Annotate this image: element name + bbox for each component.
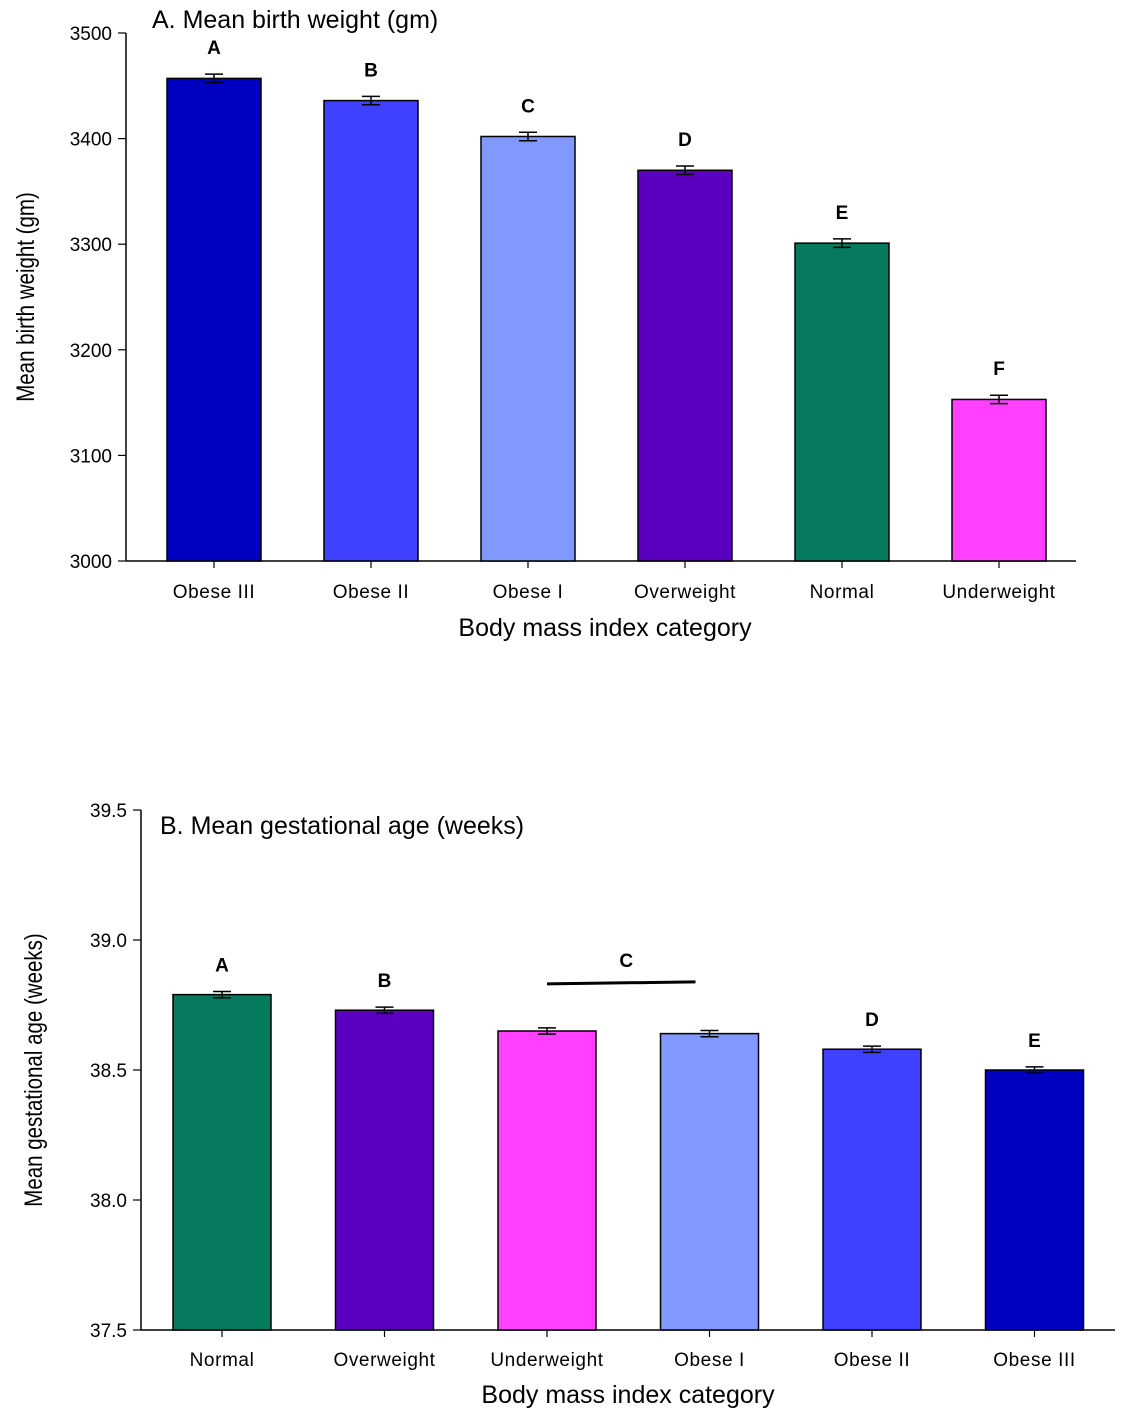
group-bracket	[546, 980, 696, 986]
bar	[172, 993, 272, 1331]
chart-title: A. Mean birth weight (gm)	[152, 6, 438, 34]
plot-area: 3000 3100 3200 3300 3400 3500 Obese III A Obese …	[70, 24, 1076, 603]
bar	[822, 1048, 922, 1331]
x-tick-label: Obese I	[674, 1350, 745, 1371]
bar	[951, 398, 1047, 562]
bar	[637, 169, 733, 562]
bar	[659, 1032, 760, 1331]
y-tick-label: 37.5	[90, 1321, 127, 1342]
y-tick-label: 3500	[70, 24, 112, 45]
bar	[334, 1009, 435, 1331]
significance-letter: B	[364, 60, 378, 81]
chart-gestational-age: B. Mean gestational age (weeks) Mean ges…	[19, 801, 1115, 1409]
y-axis-label: Mean gestational age (weeks)	[19, 933, 47, 1206]
bar	[497, 1030, 597, 1331]
x-tick-label: Overweight	[333, 1350, 435, 1371]
y-tick-label: 39.0	[90, 931, 127, 952]
x-tick-label: Obese II	[834, 1350, 911, 1371]
x-axis-label: Body mass index category	[458, 614, 752, 642]
significance-letter: A	[207, 38, 221, 59]
bar	[794, 242, 890, 562]
y-axis-label: Mean birth weight (gm)	[11, 192, 39, 402]
y-tick-label: 3300	[70, 235, 112, 256]
bar	[480, 135, 576, 562]
x-tick-label: Normal	[810, 582, 875, 603]
y-tick-label: 3400	[70, 130, 112, 151]
bar	[984, 1069, 1085, 1331]
x-tick-label: Obese I	[493, 582, 564, 603]
significance-letter: C	[521, 96, 535, 117]
x-tick-label: Obese III	[173, 582, 256, 603]
significance-letter: D	[865, 1010, 879, 1031]
bar	[166, 77, 262, 562]
chart-title: B. Mean gestational age (weeks)	[160, 812, 524, 840]
significance-letter: F	[993, 359, 1005, 380]
y-tick-label: 38.0	[90, 1191, 127, 1212]
x-tick-label: Normal	[190, 1350, 255, 1371]
significance-letter: E	[836, 203, 849, 224]
x-tick-label: Underweight	[942, 582, 1055, 603]
y-tick-label: 3100	[70, 446, 112, 467]
x-tick-label: Obese III	[993, 1350, 1076, 1371]
bar	[323, 99, 419, 562]
x-tick-label: Overweight	[634, 582, 736, 603]
significance-letter: B	[378, 971, 392, 992]
y-tick-label: 38.5	[90, 1061, 127, 1082]
x-axis-label: Body mass index category	[481, 1381, 775, 1409]
significance-letter: D	[678, 130, 692, 151]
y-tick-label: 3200	[70, 341, 112, 362]
significance-letter: E	[1028, 1031, 1041, 1052]
plot-area: 37.5 38.0 38.5 39.0 39.5 Normal A Overweight B Un…	[90, 801, 1115, 1371]
significance-letter: C	[619, 951, 633, 972]
y-tick-label: 3000	[70, 552, 112, 573]
chart-birth-weight: A. Mean birth weight (gm) Mean birth wei…	[11, 6, 1076, 642]
x-tick-label: Obese II	[333, 582, 410, 603]
x-tick-label: Underweight	[490, 1350, 603, 1371]
significance-letter: A	[215, 955, 229, 976]
y-tick-label: 39.5	[90, 801, 127, 822]
